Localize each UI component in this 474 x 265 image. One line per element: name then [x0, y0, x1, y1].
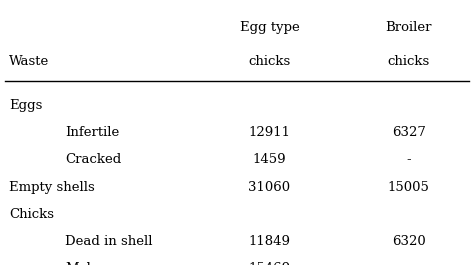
Text: Dead in shell: Dead in shell — [65, 235, 153, 248]
Text: Male: Male — [65, 262, 99, 265]
Text: Cracked: Cracked — [65, 153, 121, 166]
Text: -: - — [407, 262, 411, 265]
Text: 1459: 1459 — [253, 153, 286, 166]
Text: chicks: chicks — [248, 55, 291, 68]
Text: chicks: chicks — [388, 55, 430, 68]
Text: 15469: 15469 — [248, 262, 291, 265]
Text: Empty shells: Empty shells — [9, 180, 95, 193]
Text: Chicks: Chicks — [9, 208, 55, 221]
Text: Infertile: Infertile — [65, 126, 119, 139]
Text: 11849: 11849 — [248, 235, 291, 248]
Text: 6327: 6327 — [392, 126, 426, 139]
Text: 12911: 12911 — [248, 126, 291, 139]
Text: -: - — [407, 153, 411, 166]
Text: 31060: 31060 — [248, 180, 291, 193]
Text: Eggs: Eggs — [9, 99, 43, 112]
Text: 15005: 15005 — [388, 180, 430, 193]
Text: Waste: Waste — [9, 55, 50, 68]
Text: Broiler: Broiler — [386, 21, 432, 34]
Text: 6320: 6320 — [392, 235, 426, 248]
Text: Egg type: Egg type — [240, 21, 300, 34]
